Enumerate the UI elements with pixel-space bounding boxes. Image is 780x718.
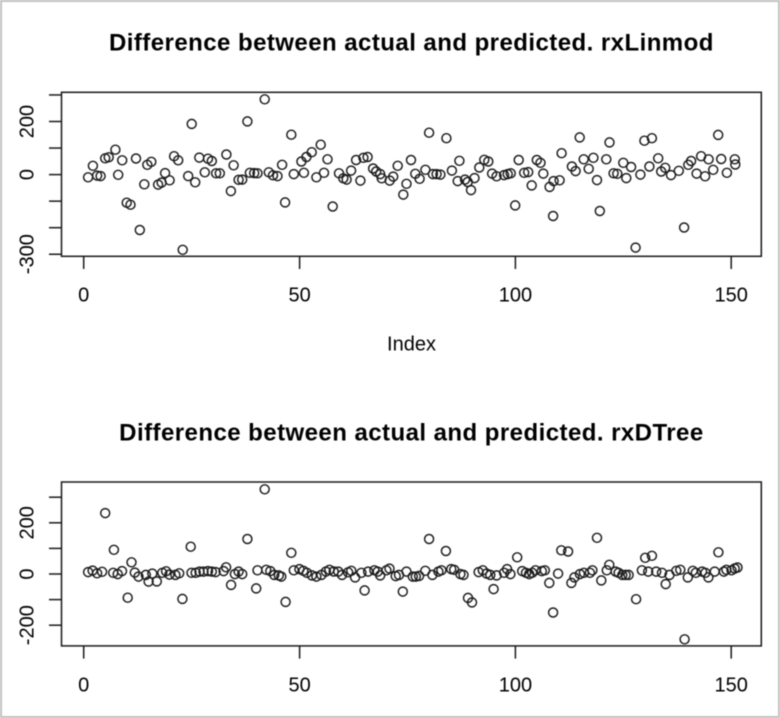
svg-text:-200: -200 <box>17 605 39 645</box>
svg-text:0: 0 <box>17 568 39 579</box>
svg-text:0: 0 <box>78 285 89 307</box>
svg-text:150: 150 <box>715 675 748 697</box>
svg-text:Difference between actual and: Difference between actual and predicted.… <box>109 29 714 56</box>
svg-text:Difference between actual and: Difference between actual and predicted.… <box>119 420 703 447</box>
svg-text:50: 50 <box>288 285 310 307</box>
svg-text:0: 0 <box>17 169 39 180</box>
svg-text:100: 100 <box>499 675 532 697</box>
svg-text:200: 200 <box>17 506 39 539</box>
svg-text:-300: -300 <box>17 234 39 274</box>
svg-text:100: 100 <box>499 285 532 307</box>
svg-text:0: 0 <box>78 675 89 697</box>
svg-text:50: 50 <box>288 675 310 697</box>
svg-text:200: 200 <box>17 105 39 138</box>
svg-text:Index: Index <box>387 334 436 356</box>
svg-text:150: 150 <box>715 285 748 307</box>
